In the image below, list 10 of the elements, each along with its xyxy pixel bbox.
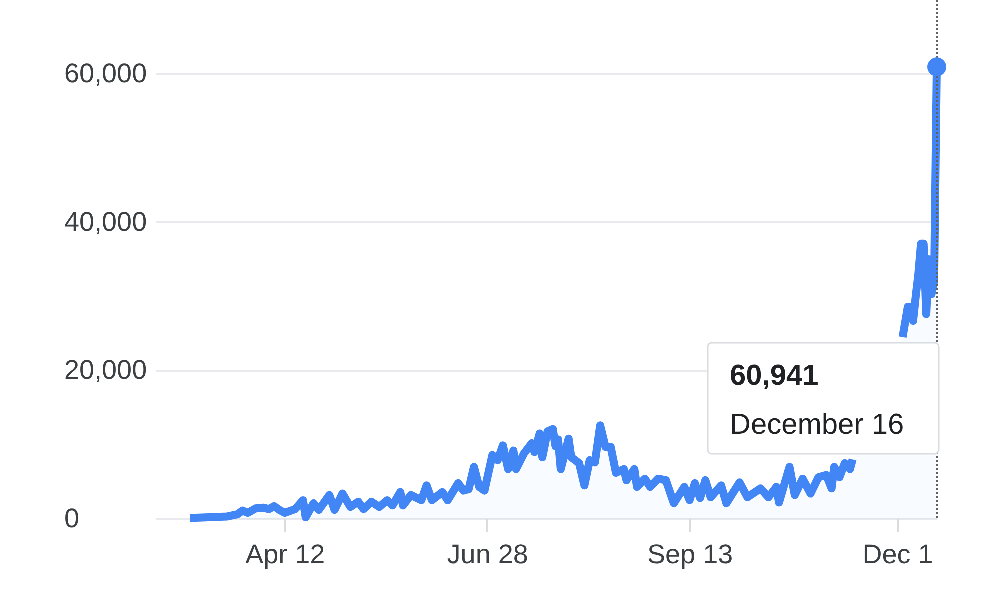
- x-tick-label: Dec 1: [862, 540, 934, 570]
- x-tick-label: Apr 12: [246, 540, 326, 570]
- y-tick-label: 40,000: [64, 206, 148, 237]
- x-tick-label: Sep 13: [648, 540, 734, 570]
- y-tick-label: 20,000: [64, 355, 148, 386]
- x-tick-label: Jun 28: [447, 540, 528, 570]
- annotation: December 16: [730, 409, 904, 441]
- y-tick-label: 60,000: [64, 58, 148, 89]
- annotation: 60,941: [730, 360, 819, 392]
- y-tick-label: 0: [64, 504, 80, 534]
